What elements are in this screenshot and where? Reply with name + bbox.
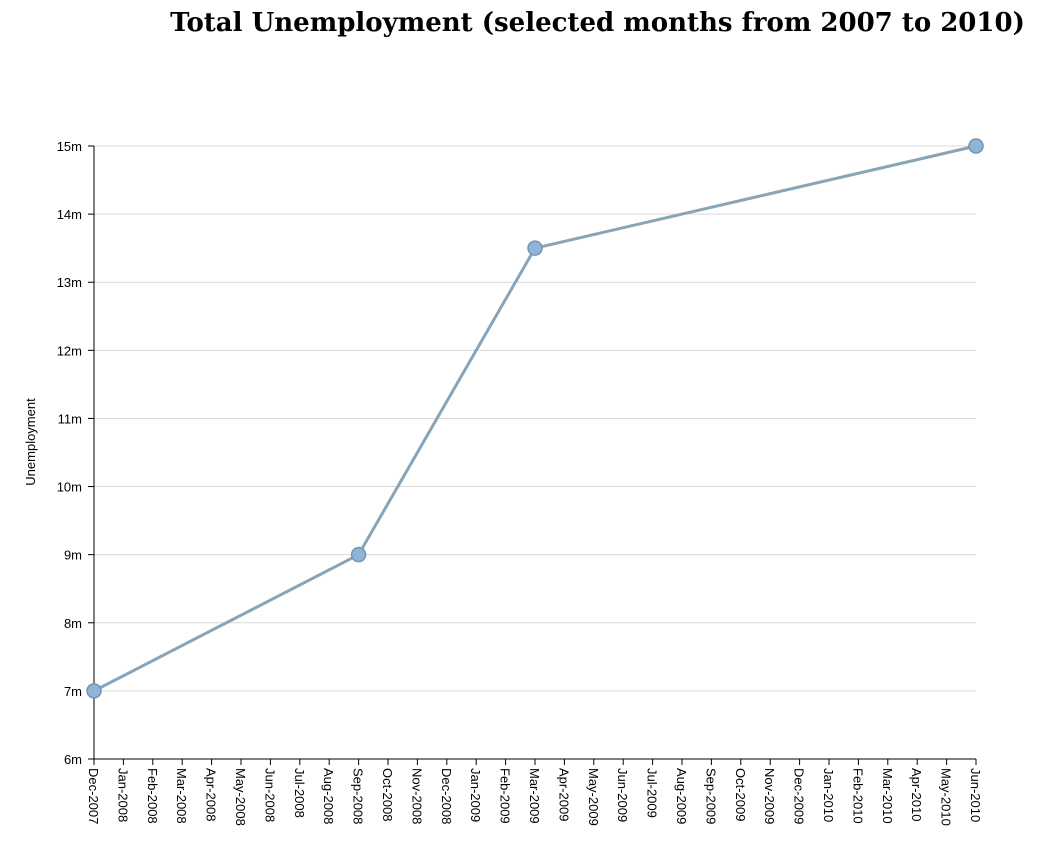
y-tick-label: 14m xyxy=(57,207,82,222)
x-tick-label: May-2010 xyxy=(939,768,954,826)
y-tick-label: 7m xyxy=(64,684,82,699)
y-tick-label: 8m xyxy=(64,616,82,631)
x-tick-label: Oct-2008 xyxy=(380,768,395,821)
y-tick-label: 13m xyxy=(57,275,82,290)
x-tick-label: Sep-2009 xyxy=(703,768,718,824)
x-tick-label: Feb-2009 xyxy=(498,768,513,824)
y-tick-label: 12m xyxy=(57,343,82,358)
series-line xyxy=(93,144,977,693)
x-tick-label: Aug-2008 xyxy=(321,768,336,824)
data-point[interactable] xyxy=(527,240,543,256)
x-tick-label: May-2009 xyxy=(586,768,601,826)
x-tick-label: May-2008 xyxy=(233,768,248,826)
x-tick-label: Dec-2007 xyxy=(86,768,101,824)
x-tick-label: Apr-2010 xyxy=(909,768,924,821)
x-tick-label: Sep-2008 xyxy=(351,768,366,824)
y-tick-label: 15m xyxy=(57,139,82,154)
x-axis: Dec-2007 Jan-2008 Feb-2008 Mar-2008 Apr-2008… xyxy=(86,758,983,826)
x-tick-label: Dec-2009 xyxy=(792,768,807,824)
x-tick-label: Jan-2010 xyxy=(821,768,836,822)
x-tick-label: Apr-2008 xyxy=(204,768,219,821)
y-axis: 6m 7m 8m 9m 10m 11m 12m 13m 14m 15m xyxy=(57,139,95,767)
chart-title: Total Unemployment (selected months from… xyxy=(170,8,1025,38)
x-tick-label: Nov-2008 xyxy=(409,768,424,824)
data-point[interactable] xyxy=(86,683,102,699)
x-tick-label: Jun-2008 xyxy=(262,768,277,822)
x-tick-label: Jan-2009 xyxy=(468,768,483,822)
y-tick-label: 9m xyxy=(64,548,82,563)
x-tick-label: Dec-2008 xyxy=(439,768,454,824)
x-tick-label: Apr-2009 xyxy=(556,768,571,821)
x-tick-label: Jul-2008 xyxy=(292,768,307,818)
x-tick-label: Jul-2009 xyxy=(645,768,660,818)
x-tick-label: Jan-2008 xyxy=(115,768,130,822)
x-tick-label: Mar-2008 xyxy=(174,768,189,824)
x-tick-label: Aug-2009 xyxy=(674,768,689,824)
x-tick-label: Feb-2008 xyxy=(145,768,160,824)
x-tick-label: Mar-2010 xyxy=(880,768,895,824)
y-tick-label: 10m xyxy=(57,480,82,495)
x-tick-label: Nov-2009 xyxy=(762,768,777,824)
y-tick-label: 6m xyxy=(64,752,82,767)
data-point[interactable] xyxy=(350,546,367,563)
y-tick-label: 11m xyxy=(58,411,82,426)
data-point[interactable] xyxy=(968,138,984,154)
x-tick-label: Jun-2010 xyxy=(968,768,983,822)
x-tick-label: Mar-2009 xyxy=(527,768,542,824)
x-tick-label: Oct-2009 xyxy=(733,768,748,821)
grid-lines xyxy=(94,145,976,692)
x-tick-label: Feb-2010 xyxy=(850,768,865,824)
series-group xyxy=(86,138,984,699)
y-axis-title: Unemployment xyxy=(23,398,38,486)
x-tick-label: Jun-2009 xyxy=(615,768,630,822)
